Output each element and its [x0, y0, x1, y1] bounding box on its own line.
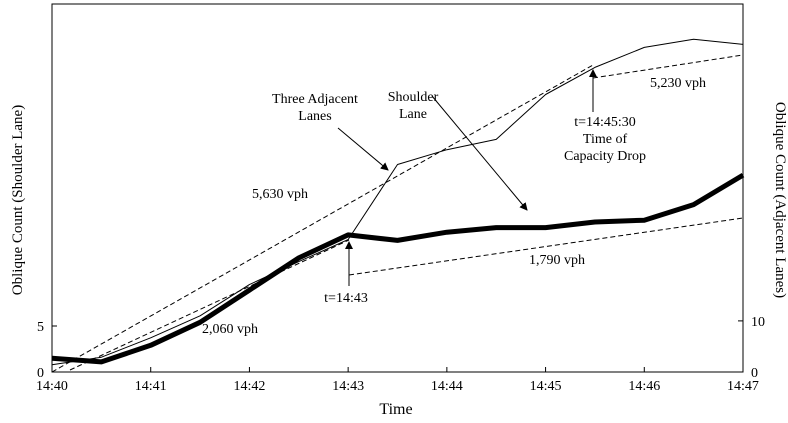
y-tick-label: 0 [37, 366, 44, 381]
annotation: t=14:45:30 [574, 115, 636, 130]
x-tick-label: 14:40 [36, 379, 68, 394]
x-axis-title: Time [379, 401, 412, 418]
x-tick-label: 14:47 [727, 379, 759, 394]
annotation: t=14:43 [324, 291, 368, 306]
x-tick-label: 14:44 [431, 379, 463, 394]
arrow [337, 127, 389, 171]
annotation: 2,060 vph [202, 322, 258, 337]
annotation: Time of [583, 132, 628, 147]
rate-line [69, 239, 350, 371]
x-tick-label: 14:46 [628, 379, 660, 394]
annotation: Shoulder [388, 90, 439, 105]
arrow [431, 95, 528, 211]
x-tick-label: 14:41 [135, 379, 167, 394]
annotation: Three Adjacent [272, 92, 358, 107]
annotation: 1,790 vph [529, 253, 585, 268]
annotation: 5,630 vph [252, 187, 308, 202]
annotation: Capacity Drop [564, 149, 646, 164]
series-line [51, 38, 744, 366]
y2-tick-label: 0 [751, 366, 758, 381]
annotation: 5,230 vph [650, 76, 706, 91]
rate-line [348, 217, 744, 276]
plot-frame [51, 3, 744, 373]
y2-tick-label: 10 [751, 315, 765, 330]
rate-line [592, 54, 744, 79]
annotation: Lane [399, 107, 427, 122]
y2-axis-title: Oblique Count (Adjacent Lanes) [772, 102, 788, 298]
series-line [51, 172, 745, 365]
annotation: Lanes [298, 109, 331, 124]
x-tick-label: 14:42 [233, 379, 265, 394]
y-axis-title: Oblique Count (Shoulder Lane) [10, 105, 26, 295]
x-tick-label: 14:43 [332, 379, 364, 394]
y-tick-label: 5 [37, 320, 44, 335]
x-tick-label: 14:45 [530, 379, 562, 394]
